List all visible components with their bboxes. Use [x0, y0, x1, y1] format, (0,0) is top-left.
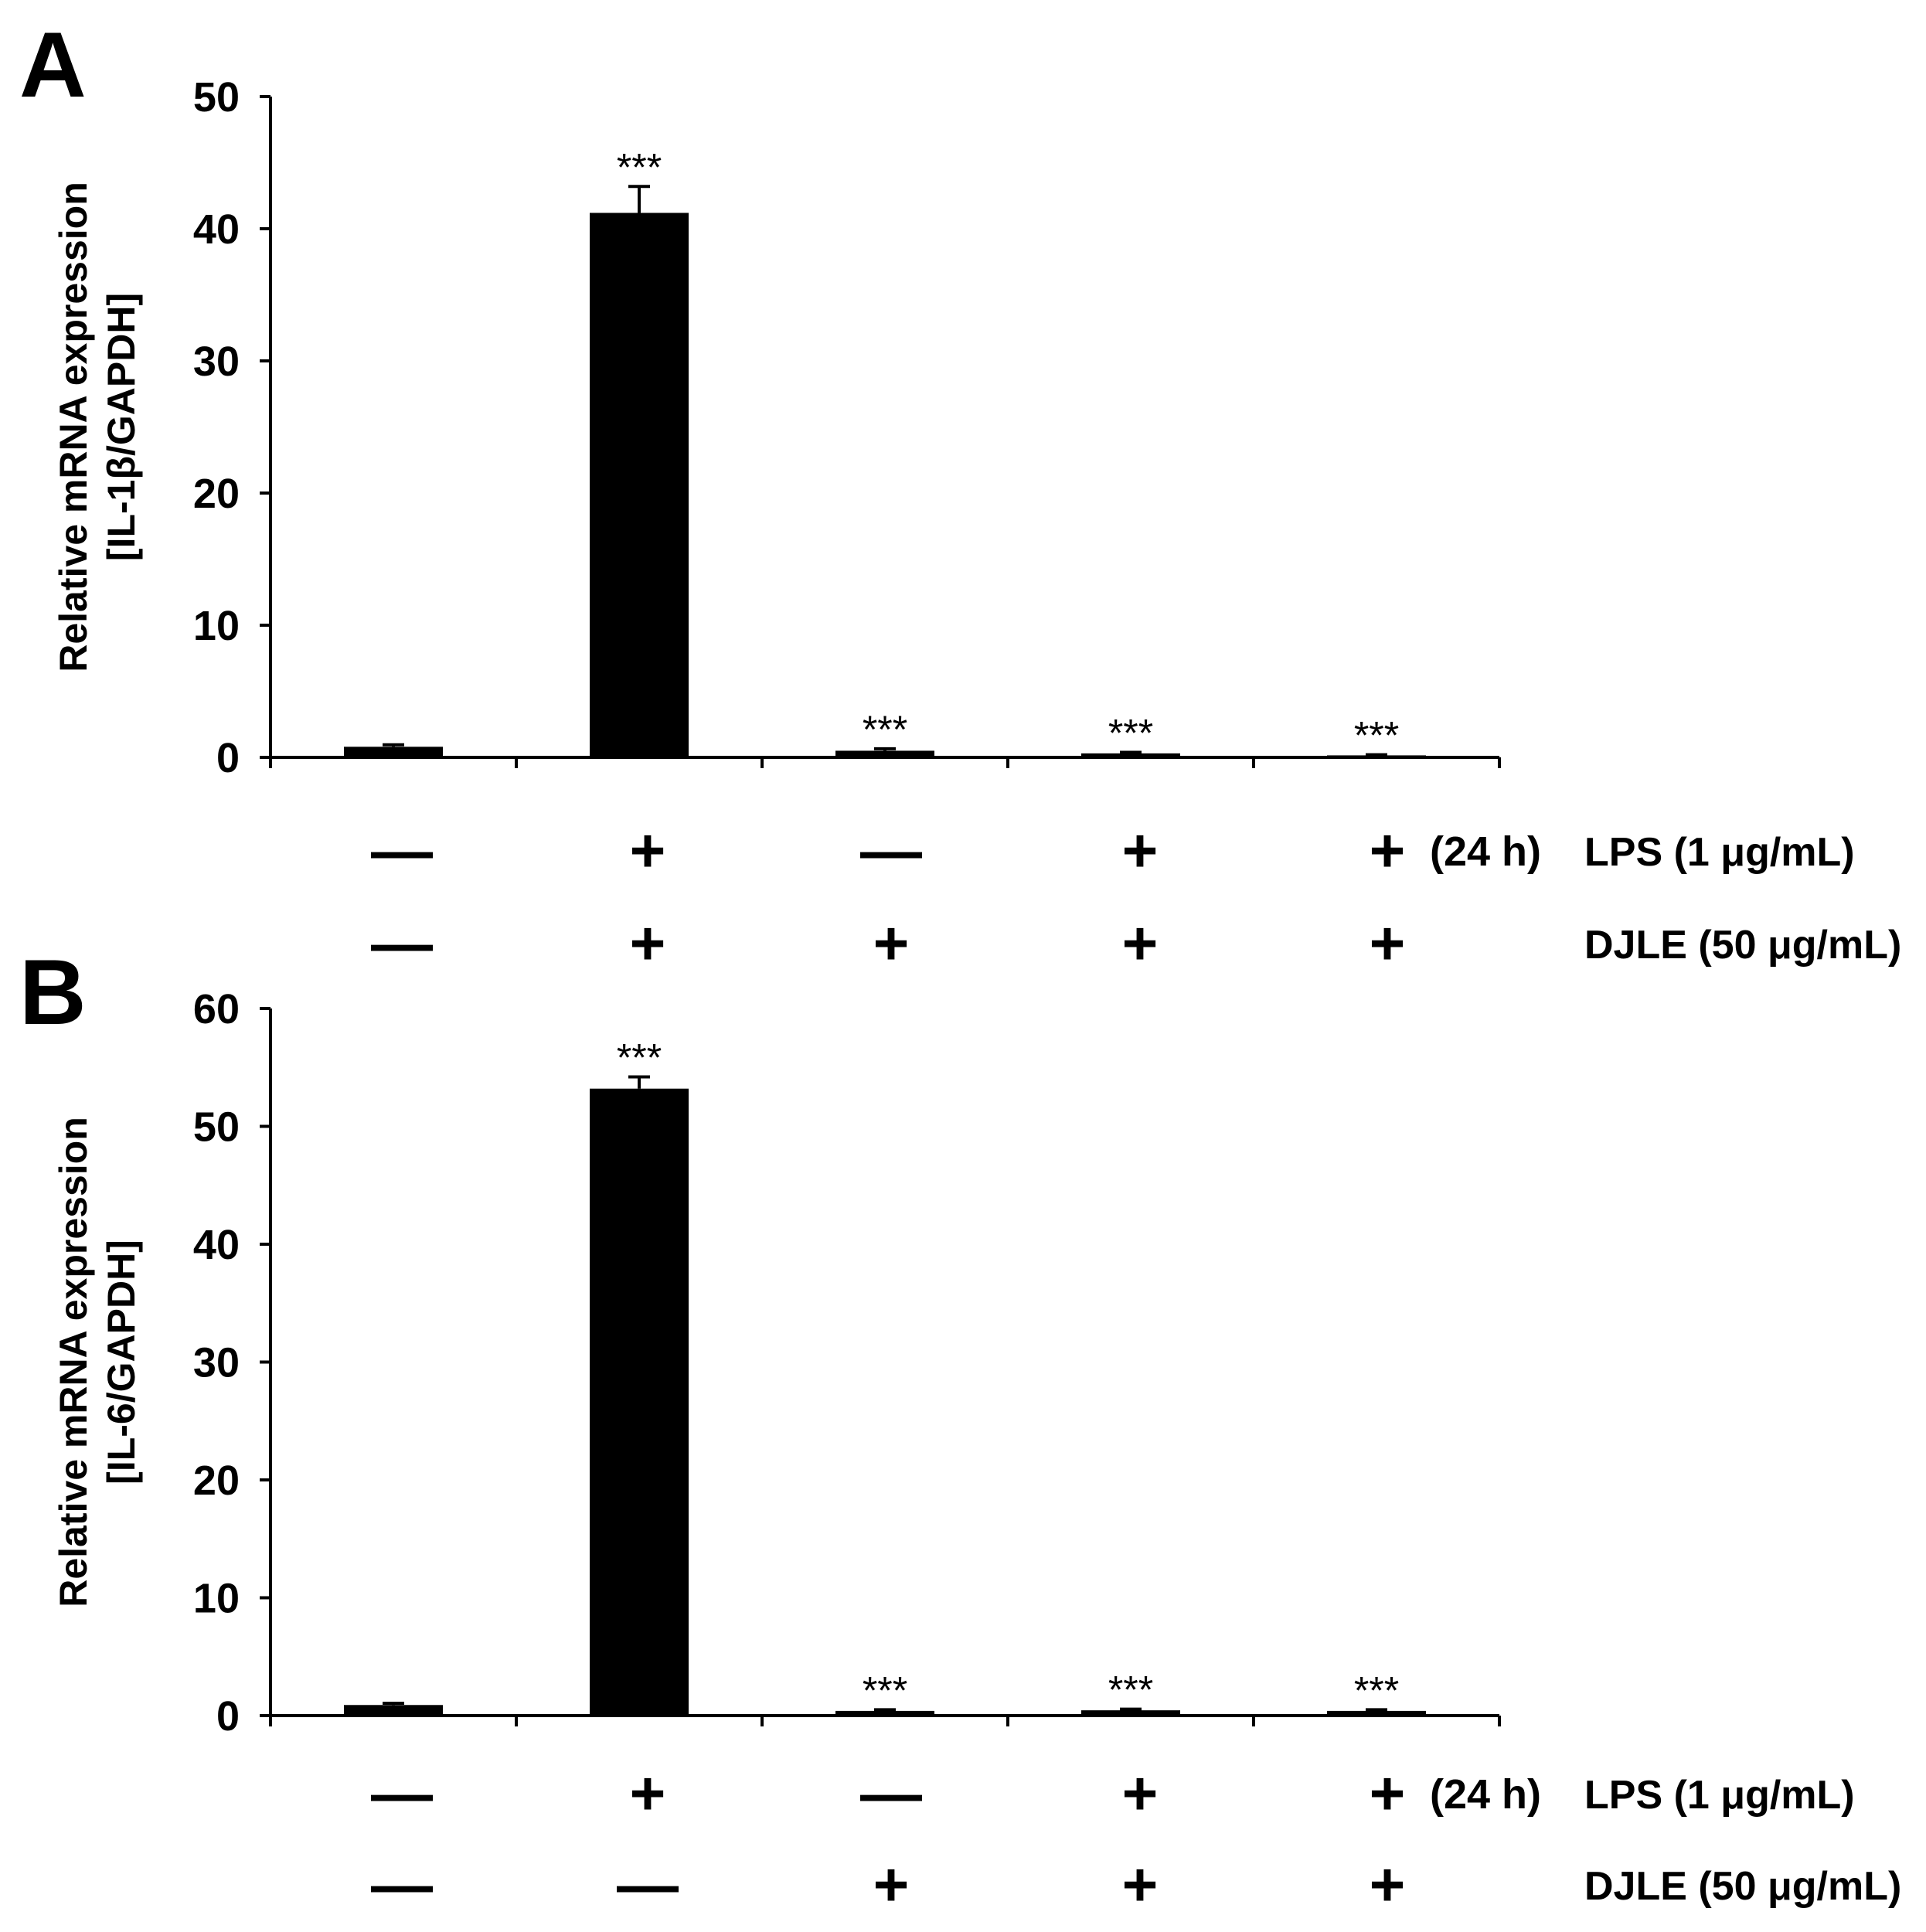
y-tick-label: 0 [216, 735, 240, 781]
y-axis-label-line: Relative mRNA expression [52, 182, 95, 672]
y-tick-label: 20 [193, 1458, 240, 1504]
panel-label: A [19, 13, 87, 117]
bar-2 [590, 1088, 689, 1716]
y-tick-label: 40 [193, 206, 240, 253]
bar-5 [1327, 1710, 1426, 1716]
significance-label: *** [1108, 1668, 1153, 1712]
y-axis-label: Relative mRNA expression [IL-6/GAPDH] [52, 1117, 143, 1607]
condition-sign: + [630, 1759, 666, 1828]
condition-sign: — [371, 1850, 433, 1919]
y-axis-label-line: Relative mRNA expression [52, 1117, 95, 1607]
condition-sign: + [873, 909, 910, 978]
condition-sign: — [371, 909, 433, 978]
condition-label: DJLE (50 μg/mL) [1584, 923, 1901, 968]
panel-label: B [19, 940, 87, 1044]
y-tick-label: 20 [193, 471, 240, 517]
condition-sign: + [1122, 1759, 1159, 1828]
y-tick-label: 50 [193, 74, 240, 121]
condition-label: DJLE (50 μg/mL) [1584, 1864, 1901, 1909]
condition-sign: — [860, 816, 922, 885]
chart-panel-b: B 0 10 20 30 40 50 60 Relative mRNA expression [I… [19, 940, 1901, 1919]
bar-2 [590, 213, 689, 758]
condition-sign: + [630, 909, 666, 978]
bar-1 [344, 1705, 443, 1716]
significance-label: *** [1354, 1668, 1399, 1712]
y-tick-label: 10 [193, 603, 240, 649]
bar-1 [344, 747, 443, 757]
condition-sign: + [1370, 816, 1406, 885]
y-tick-label: 30 [193, 1340, 240, 1386]
y-axis-label: Relative mRNA expression [IL-1β/GAPDH] [52, 182, 143, 672]
condition-label: LPS (1 μg/mL) [1584, 830, 1855, 875]
condition-sign: — [371, 816, 433, 885]
condition-sign: + [873, 1850, 910, 1919]
condition-duration: (24 h) [1430, 1771, 1541, 1818]
bar-4 [1081, 1710, 1180, 1716]
condition-sign: + [1122, 1850, 1159, 1919]
significance-label: *** [863, 708, 907, 751]
y-tick-label: 40 [193, 1222, 240, 1268]
significance-label: *** [617, 145, 662, 189]
y-tick-label: 60 [193, 986, 240, 1032]
condition-sign: + [630, 816, 666, 885]
y-tick-label: 50 [193, 1104, 240, 1151]
significance-label: *** [1108, 712, 1153, 755]
chart-panel-a: A 0 10 20 30 40 50 Relative mRNA expression [IL-… [19, 13, 1901, 978]
condition-sign: + [1122, 909, 1159, 978]
condition-label: LPS (1 μg/mL) [1584, 1773, 1855, 1818]
condition-sign: + [1370, 1850, 1406, 1919]
significance-label: *** [1354, 714, 1399, 757]
bar-4 [1081, 753, 1180, 757]
condition-duration: (24 h) [1430, 828, 1541, 875]
condition-sign: — [860, 1759, 922, 1828]
y-tick-label: 0 [216, 1693, 240, 1740]
significance-label: *** [863, 1668, 907, 1712]
y-tick-label: 10 [193, 1576, 240, 1622]
condition-sign: + [1370, 1759, 1406, 1828]
condition-sign: + [1370, 909, 1406, 978]
bar-3 [835, 750, 934, 757]
y-axis-label-line: [IL-1β/GAPDH] [100, 293, 143, 561]
condition-sign: — [617, 1850, 679, 1919]
condition-sign: — [371, 1759, 433, 1828]
condition-sign: + [1122, 816, 1159, 885]
bar-5 [1327, 755, 1426, 757]
bar-3 [835, 1710, 934, 1716]
y-tick-label: 30 [193, 338, 240, 385]
significance-label: *** [617, 1036, 662, 1079]
y-axis-label-line: [IL-6/GAPDH] [100, 1240, 143, 1485]
